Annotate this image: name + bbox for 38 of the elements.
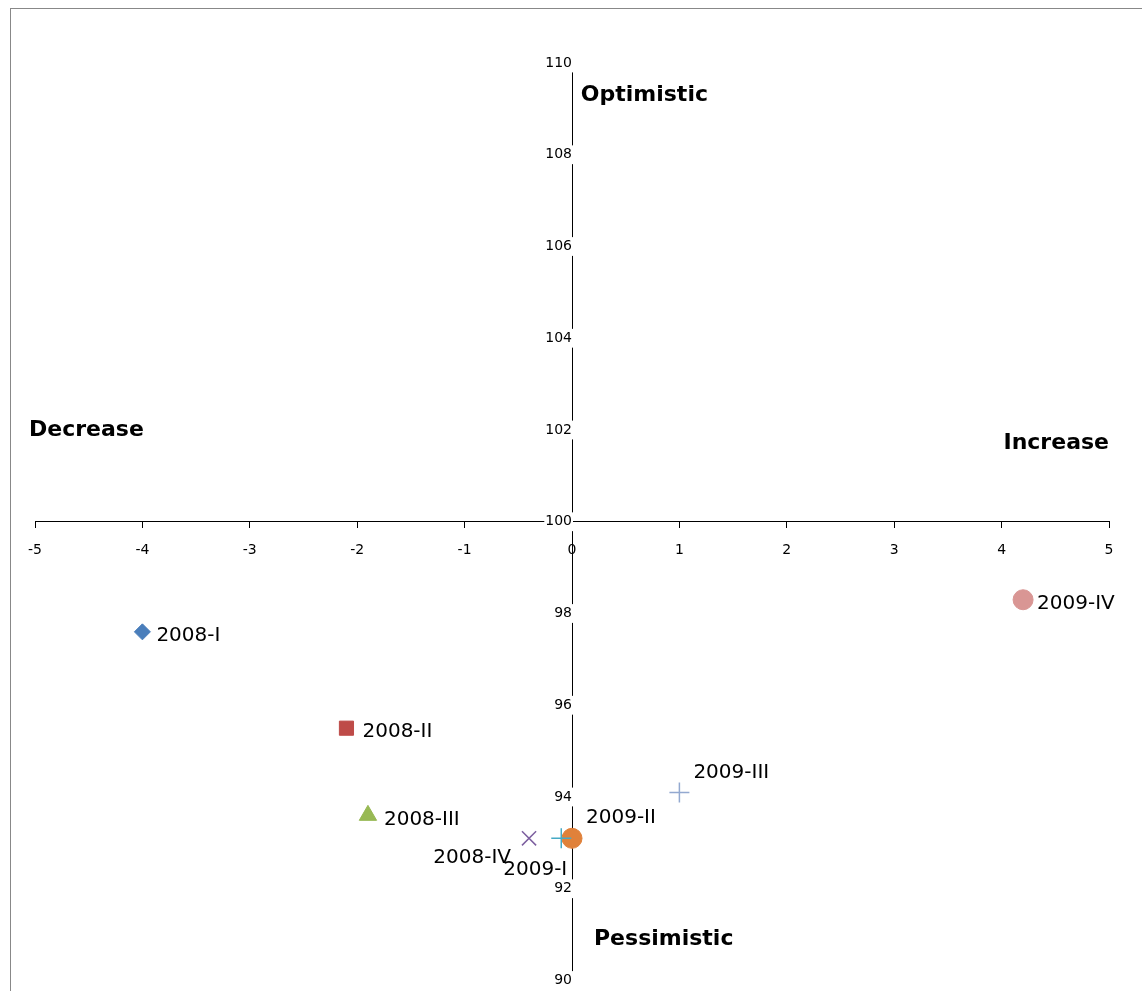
point [1012,589,1034,611]
annotation: Optimistic [580,80,708,106]
x-tick-label: -2 [350,540,365,557]
series-label: 2008-III [383,805,460,830]
y-tick-label: 104 [545,328,573,345]
point [133,623,151,641]
annotation: Decrease [29,415,144,441]
y-tick-label: 90 [554,971,572,988]
x-tick-label: -3 [242,540,257,557]
x-tick-label: 5 [1104,540,1114,557]
point [668,781,691,804]
y-tick-label: 96 [554,695,573,712]
x-tick-label: -5 [28,540,42,557]
y-tick-label: 106 [545,237,573,254]
series-label: 2009-II [586,804,656,829]
y-tick-label: 108 [545,145,572,162]
y-tick-label: 102 [545,420,572,437]
y-tick-label: 110 [545,53,572,70]
annotation: Pessimistic [594,924,734,950]
series-label: 2009-III [693,758,770,783]
point [550,827,573,850]
x-tick-label: 3 [889,540,899,557]
series-label: 2009-IV [1037,589,1116,614]
point [338,720,355,736]
x-tick-label: 2 [782,540,792,557]
y-tick-label: 98 [554,604,572,621]
x-tick-label: 4 [997,540,1007,557]
point [561,827,583,849]
x-tick-label: 1 [674,540,684,557]
y-tick-label: 92 [554,879,572,896]
y-tick-label: 94 [554,787,573,804]
series-label: 2008-I [156,622,221,647]
series-label: 2008-II [362,718,433,743]
annotation: Increase [1003,429,1109,455]
x-tick-label: -4 [135,540,150,557]
y-tick-label: 100 [545,512,572,529]
point [521,830,537,847]
x-tick-label: -1 [457,540,472,557]
